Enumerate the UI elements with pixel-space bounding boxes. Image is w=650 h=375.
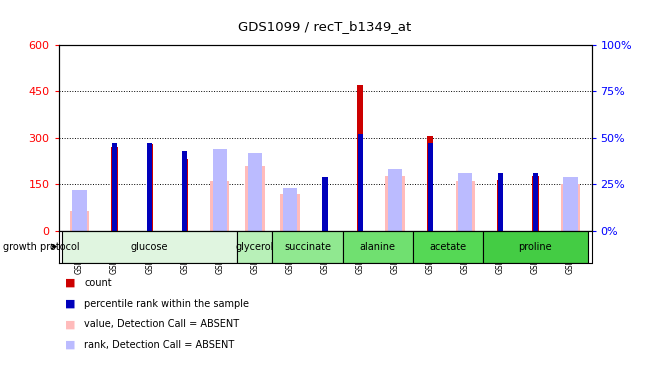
Text: succinate: succinate [284,242,331,252]
Bar [280,194,300,231]
Text: ■: ■ [65,278,75,288]
Bar [388,170,402,231]
Text: value, Detection Call = ABSENT: value, Detection Call = ABSENT [84,320,240,329]
Bar [72,190,86,231]
Bar [237,231,272,262]
Text: glycerol: glycerol [236,242,274,252]
Bar [146,144,153,231]
Bar [343,231,413,262]
Bar [357,85,363,231]
Bar [181,159,188,231]
Bar [210,181,229,231]
Text: proline: proline [519,242,552,252]
Text: rank, Detection Call = ABSENT: rank, Detection Call = ABSENT [84,340,235,350]
Bar [245,166,265,231]
Bar [497,180,504,231]
Text: alanine: alanine [359,242,396,252]
Text: growth protocol: growth protocol [3,242,80,252]
Bar [428,143,433,231]
Text: ■: ■ [65,299,75,309]
Bar [456,181,475,231]
Bar [458,173,473,231]
Bar [272,231,343,262]
Text: GDS1099 / recT_b1349_at: GDS1099 / recT_b1349_at [239,20,411,33]
Bar [358,134,363,231]
Bar [564,177,578,231]
Text: acetate: acetate [429,242,466,252]
Text: ■: ■ [65,340,75,350]
Bar [248,153,262,231]
Bar [283,188,297,231]
Bar [532,177,539,231]
Bar [322,177,328,231]
Bar [70,210,89,231]
Bar [498,173,503,231]
Text: glucose: glucose [131,242,168,252]
Bar [182,151,187,231]
Bar [112,143,117,231]
Bar [483,231,588,262]
Text: ■: ■ [65,320,75,329]
Text: percentile rank within the sample: percentile rank within the sample [84,299,250,309]
Bar [561,184,580,231]
Bar [147,143,152,231]
Bar [213,149,227,231]
Bar [322,186,328,231]
Bar [533,173,538,231]
Bar [427,136,434,231]
Bar [385,177,405,231]
Bar [111,147,118,231]
Bar [413,231,483,262]
Bar [62,231,237,262]
Text: count: count [84,278,112,288]
